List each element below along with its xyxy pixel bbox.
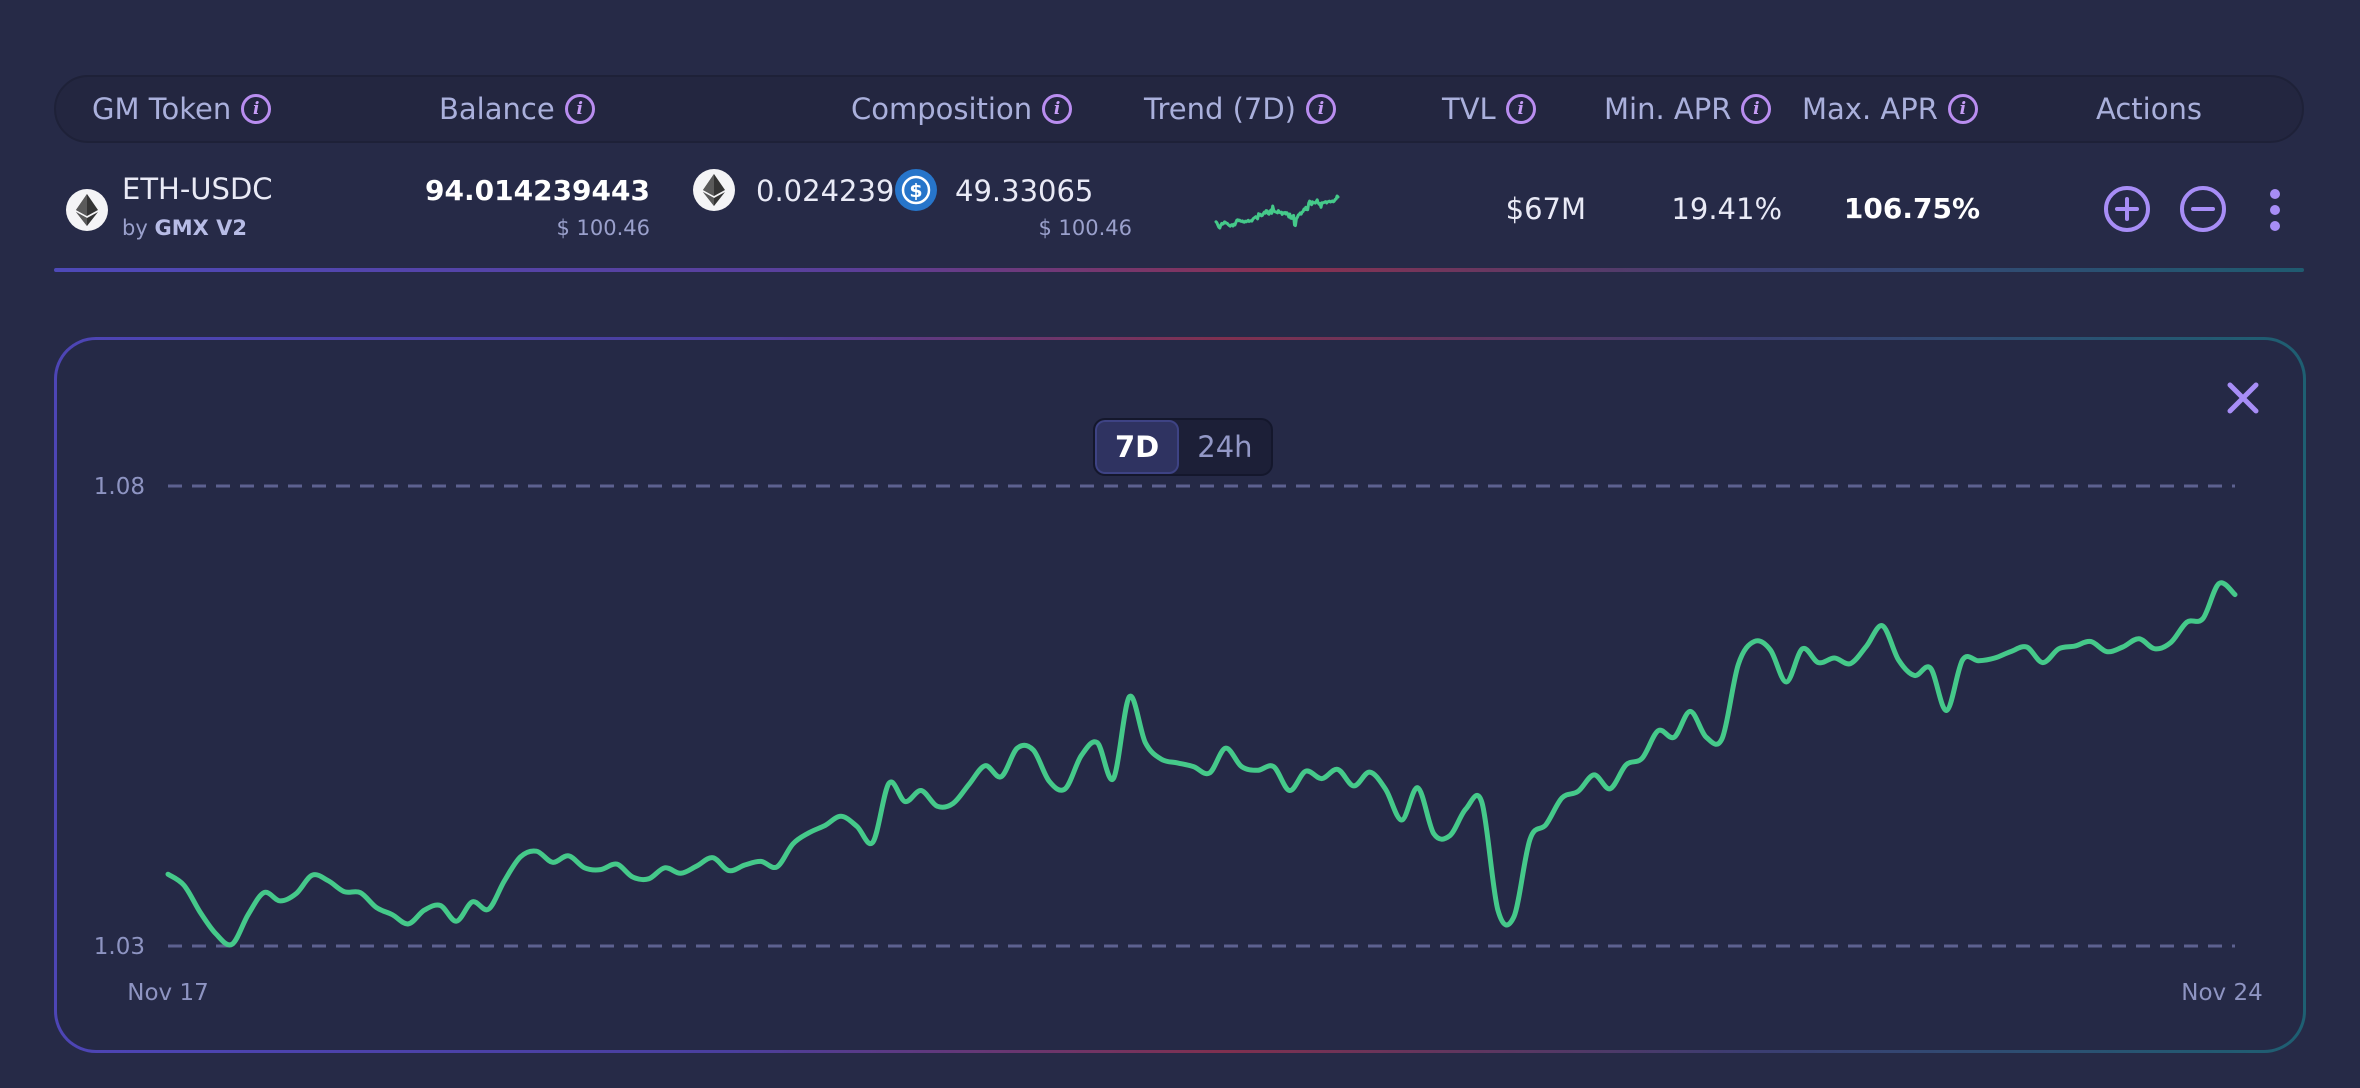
table-row[interactable]: ETH-USDC by GMX V2 94.014239443 $ 100.46… xyxy=(54,148,2304,270)
timeframe-toggle: 7D 24h xyxy=(1093,418,1273,476)
tab-7d[interactable]: 7D xyxy=(1095,420,1180,474)
composition-usdc-amount: 49.33065 xyxy=(955,174,1094,208)
y-tick-label: 1.03 xyxy=(94,934,145,960)
add-circle-icon[interactable] xyxy=(2104,186,2150,232)
row-divider xyxy=(54,268,2304,272)
info-icon[interactable]: i xyxy=(564,94,595,124)
price-line xyxy=(165,580,2238,948)
remove-circle-icon[interactable] xyxy=(2180,186,2226,232)
column-header-trend: Trend (7D) i xyxy=(1144,77,1336,141)
x-tick-label: Nov 24 xyxy=(2181,980,2262,1006)
max-apr-value: 106.75% xyxy=(1843,192,1980,225)
info-icon[interactable]: i xyxy=(1042,94,1073,124)
column-header-max-apr: Max. APR i xyxy=(1802,77,1978,141)
info-icon[interactable]: i xyxy=(1306,94,1336,124)
usdc-icon: $ xyxy=(895,169,937,211)
tab-24h[interactable]: 24h xyxy=(1197,430,1253,464)
info-icon[interactable]: i xyxy=(1947,94,1978,124)
info-icon[interactable]: i xyxy=(241,94,272,124)
more-vertical-icon[interactable] xyxy=(2266,189,2284,231)
trend-sparkline[interactable] xyxy=(1214,194,1340,230)
close-icon[interactable] xyxy=(2223,378,2263,418)
column-header-actions: Actions xyxy=(2096,92,2202,126)
eth-icon xyxy=(66,189,108,231)
balance-usd: $ 100.46 xyxy=(556,216,650,240)
eth-icon xyxy=(693,169,735,211)
token-name: ETH-USDC xyxy=(122,172,273,206)
column-header-composition: Composition i xyxy=(851,77,1073,141)
composition-usd: $ 100.46 xyxy=(1038,216,1132,240)
price-chart[interactable]: 1.08 1.03 Nov 17 Nov 24 xyxy=(57,340,2303,1050)
y-tick-label: 1.08 xyxy=(94,474,145,500)
balance-amount: 94.014239443 xyxy=(425,174,650,207)
tvl-value: $67M xyxy=(1505,192,1586,226)
composition-eth-amount: 0.024239 xyxy=(756,174,895,208)
token-provider: by GMX V2 xyxy=(122,216,247,240)
min-apr-value: 19.41% xyxy=(1671,192,1782,226)
table-header: GM Token i Balance i Composition i Trend… xyxy=(54,75,2304,143)
column-header-min-apr: Min. APR i xyxy=(1604,77,1772,141)
column-header-gm-token: GM Token i xyxy=(92,77,272,141)
column-header-balance: Balance i xyxy=(439,77,595,141)
x-tick-label: Nov 17 xyxy=(127,980,208,1006)
svg-text:$: $ xyxy=(909,180,922,202)
chart-panel: 7D 24h 1.08 1.03 Nov 17 Nov 24 xyxy=(54,337,2306,1053)
column-header-tvl: TVL i xyxy=(1442,77,1536,141)
chart-panel-body: 7D 24h 1.08 1.03 Nov 17 Nov 24 xyxy=(57,340,2303,1050)
info-icon[interactable]: i xyxy=(1741,94,1772,124)
info-icon[interactable]: i xyxy=(1505,94,1536,124)
